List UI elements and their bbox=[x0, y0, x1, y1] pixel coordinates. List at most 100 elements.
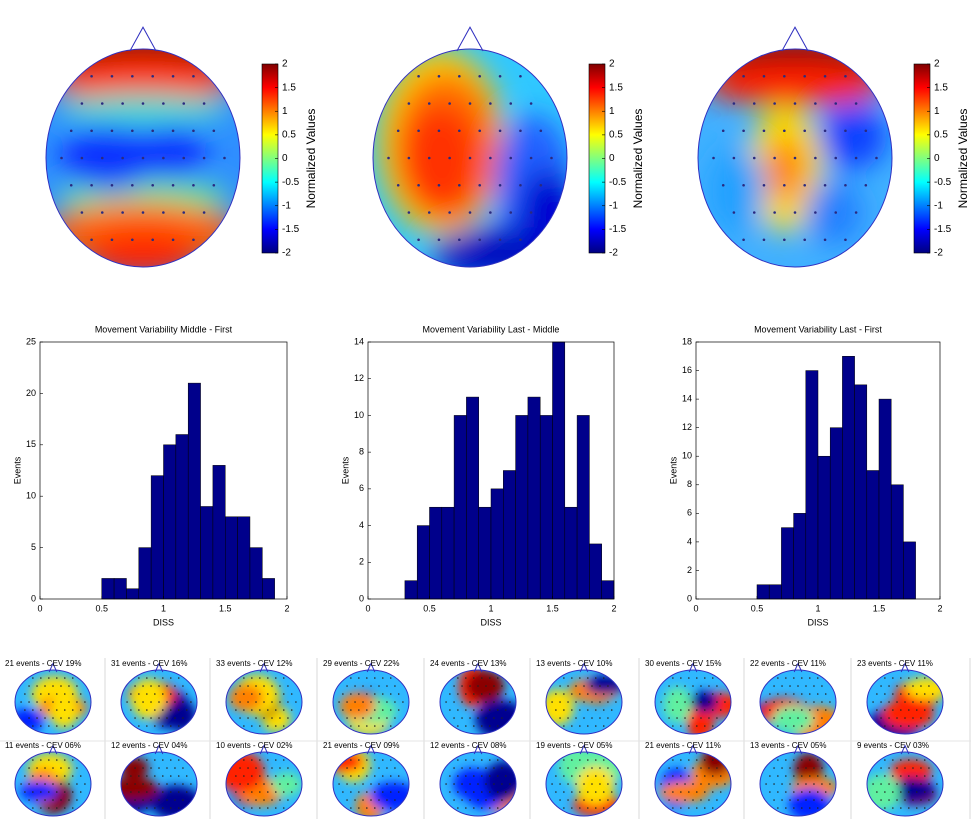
electrode bbox=[708, 701, 710, 703]
electrode bbox=[44, 717, 46, 719]
electrode bbox=[509, 211, 513, 214]
electrode bbox=[202, 102, 206, 105]
electrode bbox=[162, 775, 164, 777]
electrode bbox=[900, 759, 902, 761]
electrode bbox=[485, 767, 487, 769]
electrode bbox=[121, 156, 124, 160]
histogram-bar bbox=[200, 506, 214, 600]
electrode bbox=[696, 709, 698, 711]
electrode bbox=[177, 709, 180, 711]
electrode bbox=[142, 783, 144, 785]
electrode bbox=[63, 677, 66, 679]
electrode bbox=[48, 759, 50, 761]
electrode bbox=[60, 685, 62, 687]
electrode bbox=[824, 775, 827, 777]
electrode bbox=[488, 807, 491, 809]
electrode bbox=[892, 725, 894, 727]
electrode bbox=[40, 791, 42, 793]
electrode bbox=[805, 717, 807, 719]
topomap bbox=[373, 49, 567, 267]
electrode bbox=[247, 799, 249, 801]
electrode bbox=[668, 701, 670, 703]
electrode bbox=[370, 717, 372, 719]
electrode bbox=[150, 685, 152, 687]
electrode bbox=[563, 677, 565, 679]
electrode bbox=[583, 685, 585, 687]
electrode bbox=[146, 677, 148, 679]
electrode bbox=[263, 701, 265, 703]
electrode bbox=[185, 791, 188, 793]
electrode bbox=[141, 156, 145, 160]
electrode bbox=[267, 807, 269, 809]
electrode bbox=[32, 807, 34, 809]
y-tick-label: 12 bbox=[682, 422, 692, 432]
electrode bbox=[719, 791, 722, 793]
nose bbox=[154, 744, 164, 755]
electrode bbox=[134, 685, 136, 687]
electrode bbox=[158, 685, 160, 687]
electrode bbox=[783, 129, 786, 133]
electrode bbox=[571, 677, 573, 679]
electrode bbox=[481, 693, 483, 695]
electrode bbox=[676, 701, 678, 703]
electrode bbox=[785, 677, 787, 679]
electrode bbox=[76, 799, 78, 801]
electrode bbox=[295, 783, 297, 785]
electrode bbox=[936, 783, 938, 785]
electrode bbox=[769, 693, 771, 695]
electrode bbox=[389, 725, 392, 727]
electrode bbox=[509, 783, 511, 785]
electrode bbox=[20, 783, 22, 785]
electrode bbox=[138, 677, 140, 679]
colorbar-tick-label: 0.5 bbox=[282, 130, 296, 141]
electrode bbox=[808, 759, 811, 761]
topomap-blob bbox=[576, 766, 615, 805]
electrode bbox=[555, 709, 557, 711]
electrode bbox=[274, 677, 277, 679]
electrode bbox=[247, 701, 249, 703]
topomap-blob bbox=[19, 780, 58, 802]
electrode bbox=[489, 211, 492, 214]
map-label: 24 events - CEV 13% bbox=[430, 659, 506, 668]
electrode bbox=[908, 775, 910, 777]
electrode bbox=[485, 685, 487, 687]
electrode bbox=[235, 775, 237, 777]
electrode bbox=[496, 709, 499, 711]
electrode bbox=[468, 156, 472, 160]
x-tick-label: 1.5 bbox=[219, 603, 232, 613]
electrode bbox=[814, 102, 817, 105]
electrode bbox=[469, 701, 471, 703]
electrode bbox=[134, 701, 136, 703]
electrode bbox=[76, 783, 78, 785]
electrode bbox=[28, 799, 30, 801]
electrode bbox=[68, 783, 70, 785]
electrode bbox=[44, 783, 46, 785]
electrode bbox=[599, 783, 601, 785]
electrode bbox=[664, 775, 666, 777]
topomap bbox=[226, 670, 302, 734]
electrode bbox=[803, 129, 806, 133]
electrode bbox=[676, 717, 678, 719]
colorbar-tick-label: 1.5 bbox=[609, 82, 623, 93]
electrode bbox=[789, 685, 791, 687]
electrode bbox=[453, 685, 455, 687]
electrode bbox=[599, 767, 601, 769]
electrode bbox=[816, 677, 819, 679]
topomap-blob bbox=[819, 103, 888, 169]
electrode bbox=[854, 211, 858, 214]
electrode bbox=[692, 685, 694, 687]
electrode bbox=[110, 74, 114, 78]
electrode bbox=[290, 709, 293, 711]
electrode bbox=[783, 238, 786, 242]
electrode bbox=[493, 767, 495, 769]
electrode bbox=[469, 783, 471, 785]
electrode bbox=[469, 685, 471, 687]
electrode bbox=[777, 791, 779, 793]
electrode bbox=[711, 807, 714, 809]
histogram-bar bbox=[249, 547, 263, 600]
electrode bbox=[130, 693, 132, 695]
electrode bbox=[696, 775, 698, 777]
electrode bbox=[676, 685, 678, 687]
nose bbox=[48, 662, 58, 673]
electrode bbox=[785, 759, 787, 761]
